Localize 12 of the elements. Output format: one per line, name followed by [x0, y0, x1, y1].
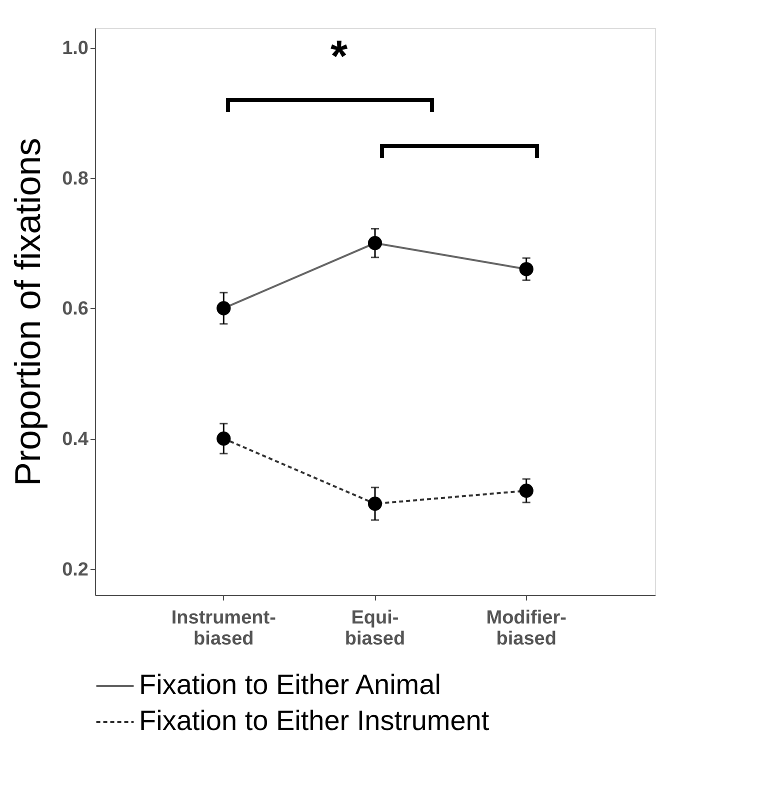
y-tick-label: 0.2 — [62, 559, 88, 580]
x-tick-label: Equi-biased — [344, 608, 406, 650]
legend-label: Fixation to Either Instrument — [139, 705, 490, 736]
y-tick-label: 0.6 — [62, 298, 88, 320]
y-tick-label: 0.4 — [62, 429, 89, 450]
y-tick-label: 1.0 — [62, 38, 88, 60]
legend-label: Fixation to Either Animal — [139, 669, 441, 700]
x-tick-label: Modifier-biased — [486, 608, 566, 650]
y-axis-title: Proportion of fixations — [7, 138, 48, 486]
y-tick-label: 0.8 — [62, 168, 88, 190]
x-tick-label: Instrument-biased — [171, 608, 276, 650]
annotation: * — [330, 32, 348, 81]
